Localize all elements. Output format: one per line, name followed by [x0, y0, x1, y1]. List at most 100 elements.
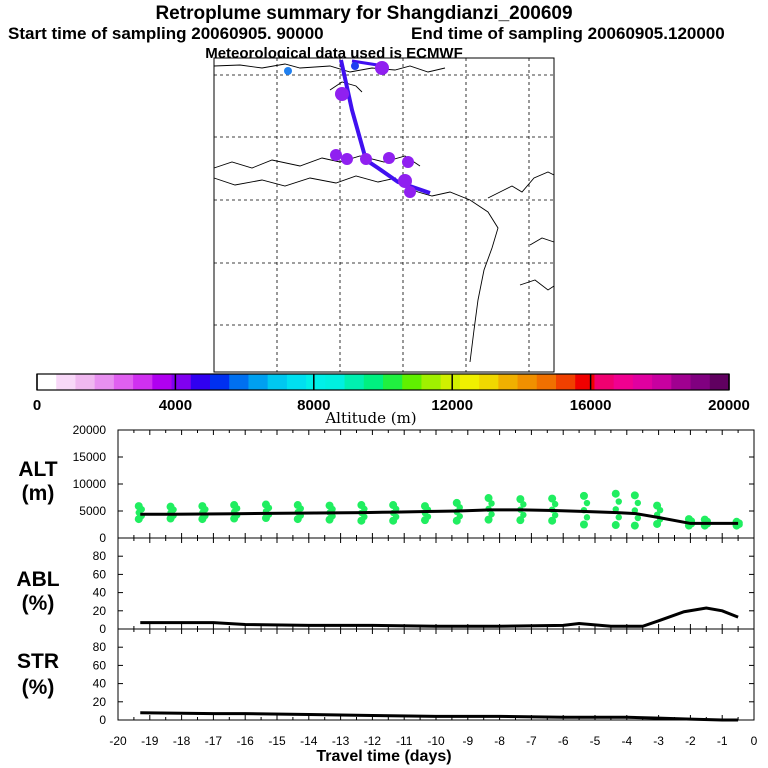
- y-tick-label: 0: [99, 713, 106, 727]
- colorbar-swatch: [325, 374, 346, 390]
- colorbar-title: Altitude (m): [324, 409, 416, 427]
- abl-fraction-line: [140, 606, 739, 628]
- colorbar-swatch: [56, 374, 77, 390]
- colorbar-swatch: [267, 374, 288, 390]
- colorbar-swatch: [248, 374, 269, 390]
- colorbar-swatch: [402, 374, 423, 390]
- x-tick-label: -13: [332, 734, 350, 748]
- colorbar-tick-label: 12000: [431, 397, 473, 414]
- plume-marker: [398, 174, 412, 188]
- altitude-point: [611, 489, 620, 498]
- y-tick-label: 15000: [73, 450, 107, 464]
- x-tick-label: -12: [364, 734, 382, 748]
- x-tick-label: -1: [717, 734, 728, 748]
- altitude-point: [261, 500, 270, 509]
- altitude-point: [198, 502, 207, 511]
- colorbar-swatch: [171, 374, 192, 390]
- colorbar-swatch: [229, 374, 250, 390]
- panel-unit: (%): [22, 676, 55, 699]
- altitude-point: [516, 495, 525, 504]
- altitude-point: [615, 498, 622, 505]
- plume-marker: [383, 152, 395, 164]
- plume-marker: [330, 149, 342, 161]
- plume-marker: [404, 186, 416, 198]
- str-fraction-line: [140, 711, 739, 722]
- x-tick-label: -4: [621, 734, 632, 748]
- altitude-point: [634, 499, 642, 507]
- start-time-label: Start time of sampling 20060905. 90000: [8, 24, 324, 43]
- y-tick-label: 60: [93, 658, 107, 672]
- colorbar-swatch: [632, 374, 653, 390]
- colorbar-swatch: [479, 374, 499, 390]
- colorbar-swatch: [421, 374, 442, 390]
- colorbar-swatch: [671, 374, 692, 390]
- x-tick-label: -8: [494, 734, 505, 748]
- altitude-point: [700, 515, 709, 524]
- x-tick-label: -2: [685, 734, 696, 748]
- altitude-colorbar: 0 4000 8000 12000 16000 20000 Altitude (m): [33, 373, 750, 427]
- x-tick-label: -10: [427, 734, 445, 748]
- x-tick-label: -14: [300, 734, 318, 748]
- colorbar-tick-label: 8000: [297, 397, 330, 414]
- colorbar-swatch: [498, 374, 519, 390]
- panel-unit: (%): [22, 592, 55, 615]
- plume-marker: [284, 67, 292, 75]
- altitude-point: [166, 502, 175, 511]
- x-tick-label: -17: [205, 734, 223, 748]
- altitude-point: [630, 521, 639, 530]
- colorbar-swatch: [190, 374, 211, 390]
- altitude-point: [611, 521, 620, 530]
- colorbar-swatch: [575, 374, 596, 390]
- end-time-label: End time of sampling 20060905.120000: [411, 24, 725, 43]
- y-tick-label: 0: [99, 531, 106, 545]
- colorbar-swatch: [363, 374, 384, 390]
- altitude-point: [230, 501, 239, 510]
- colorbar-swatch: [286, 374, 307, 390]
- chart-title: Retroplume summary for Shangdianzi_20060…: [155, 3, 573, 24]
- altitude-point: [520, 511, 527, 519]
- colorbar-tick-label: 4000: [159, 397, 192, 414]
- x-tick-label: -5: [590, 734, 601, 748]
- y-tick-label: 40: [93, 586, 107, 600]
- x-tick-label: -16: [237, 734, 255, 748]
- colorbar-swatch: [383, 374, 403, 390]
- x-tick-label: -20: [109, 734, 127, 748]
- altitude-point: [293, 501, 302, 510]
- colorbar-swatch: [690, 374, 711, 390]
- colorbar-swatch: [536, 374, 557, 390]
- panel-label: STR: [17, 650, 59, 673]
- time-series-panels: 05000100001500020000ALT(m)020406080ABL(%…: [16, 423, 757, 748]
- altitude-point: [583, 499, 591, 507]
- altitude-mean-line: [140, 508, 739, 525]
- panel-label: ALT: [18, 458, 57, 481]
- y-tick-label: 80: [93, 549, 107, 563]
- altitude-point: [516, 516, 525, 525]
- colorbar-swatch: [613, 374, 634, 390]
- altitude-point: [488, 511, 495, 518]
- altitude-point: [484, 515, 493, 524]
- x-tick-label: -3: [653, 734, 664, 748]
- altitude-point: [612, 506, 619, 513]
- x-tick-label: -19: [141, 734, 159, 748]
- plume-marker: [402, 156, 414, 168]
- y-tick-label: 20: [93, 695, 107, 709]
- plume-marker: [375, 61, 389, 75]
- altitude-point: [389, 501, 398, 510]
- map-frame: [213, 57, 555, 373]
- y-tick-label: 0: [99, 622, 106, 636]
- panel-unit: (m): [22, 482, 55, 505]
- x-tick-label: 0: [751, 734, 758, 748]
- colorbar-swatch: [94, 374, 115, 390]
- panel-frame: [117, 537, 755, 630]
- x-tick-label: -18: [173, 734, 191, 748]
- plume-markers: [330, 61, 416, 198]
- plume-marker: [351, 62, 359, 70]
- colorbar-swatch: [75, 374, 96, 390]
- altitude-point: [548, 516, 557, 525]
- x-tick-label: -15: [268, 734, 286, 748]
- altitude-point: [684, 515, 693, 524]
- colorbar-swatch: [517, 374, 538, 390]
- colorbar-swatch: [594, 374, 615, 390]
- altitude-point: [548, 494, 557, 503]
